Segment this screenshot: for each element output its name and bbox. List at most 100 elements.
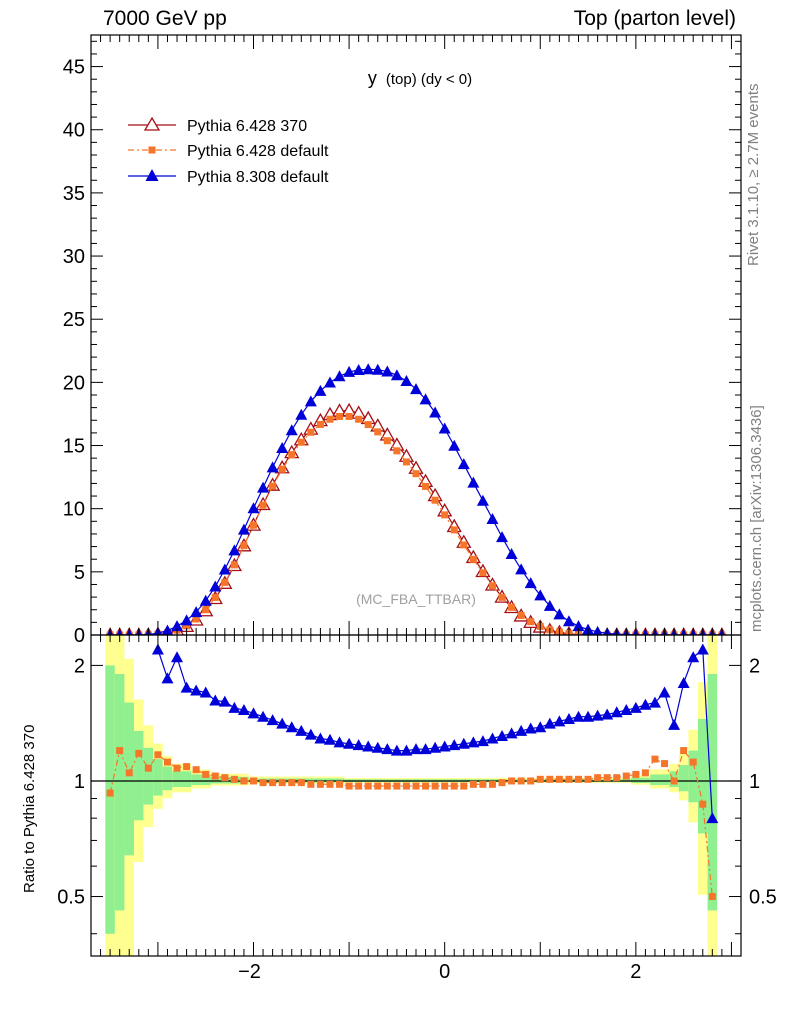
ratio-p8-point xyxy=(648,696,661,708)
band-green xyxy=(162,766,173,791)
p6-default-point xyxy=(326,415,334,423)
ratio-p8-point xyxy=(352,739,365,751)
ratio-p6-default-point xyxy=(584,775,592,783)
ratio-p6-default-point xyxy=(469,780,477,788)
ratio-p6-default-point xyxy=(527,777,535,785)
ratio-p6-default-point xyxy=(192,766,200,774)
band-green xyxy=(114,673,125,911)
ratio-p6-default-point xyxy=(144,764,152,772)
ratio-p6-default-point xyxy=(173,764,181,772)
ratio-p8-point xyxy=(314,732,327,744)
ratio-p8-point xyxy=(390,744,403,756)
p6-default-point xyxy=(250,521,257,529)
y-tick-label: 45 xyxy=(63,57,85,79)
ratio-p8-point xyxy=(629,701,642,713)
ratio-p6-default-point xyxy=(364,782,372,790)
ratio-p6-default-point xyxy=(230,775,238,783)
band-green xyxy=(697,719,708,834)
header-right: Top (parton level) xyxy=(573,7,736,30)
p6-default-point xyxy=(336,412,344,420)
ratio-p6-default-point xyxy=(613,774,621,782)
ratio-p6-default-point xyxy=(393,782,401,790)
ratio-p8-point xyxy=(285,721,298,733)
ratio-p8-point xyxy=(209,694,222,706)
plot-title-sub: (top) (dy < 0) xyxy=(386,71,472,88)
ratio-p8-point xyxy=(199,686,212,698)
p8-point xyxy=(457,458,470,470)
y-tick-label: 35 xyxy=(63,183,85,205)
band-green xyxy=(134,730,144,821)
band-green xyxy=(153,759,163,796)
legend-marker-p6-default xyxy=(148,146,156,154)
legend: Pythia 6.428 370 Pythia 6.428 default Py… xyxy=(128,116,329,186)
ratio-p6-default-point xyxy=(651,755,659,763)
ratio-p8-point xyxy=(591,709,604,721)
p8-point xyxy=(543,599,556,611)
ratio-p6-default-point xyxy=(603,774,611,782)
p8-point xyxy=(448,439,461,451)
ratio-p8-point xyxy=(543,717,556,729)
ratio-p6-default-point xyxy=(183,763,191,771)
ratio-p6-default-point xyxy=(498,779,506,787)
p8-point xyxy=(553,608,566,620)
ratio-tick-label-right: 0.5 xyxy=(749,887,777,909)
p6-default-point xyxy=(355,415,363,423)
ratio-tick-label: 1 xyxy=(74,771,85,793)
ratio-p8-point xyxy=(362,740,375,752)
p6-default-point xyxy=(422,482,430,490)
ratio-p6-default-point xyxy=(221,774,229,782)
legend-label-p6-default: Pythia 6.428 default xyxy=(187,143,329,160)
ratio-p6-default-point xyxy=(116,747,124,755)
p6-default-point xyxy=(307,428,315,436)
p6-default-line xyxy=(110,415,722,635)
ratio-p6-default-point xyxy=(431,782,439,790)
ratio-p8-point xyxy=(228,701,241,713)
p6-default-point xyxy=(441,511,449,519)
x-tick-label: 0 xyxy=(439,961,450,983)
legend-marker-p6-370 xyxy=(143,116,161,131)
p6-default-point xyxy=(364,421,372,429)
ratio-p6-default-point xyxy=(622,772,630,780)
ratio-p8-point xyxy=(668,718,681,730)
p6-default-point xyxy=(488,582,496,590)
ratio-p8-point xyxy=(553,715,566,727)
band-green xyxy=(105,665,115,934)
ratio-p8-point xyxy=(371,741,384,753)
ratio-tick-label-right: 2 xyxy=(749,655,760,677)
ratio-p8-point xyxy=(381,743,394,755)
ratio-p8-point xyxy=(572,710,585,722)
ratio-p8-point xyxy=(237,704,250,716)
y-tick-label: 25 xyxy=(63,309,85,331)
ratio-p6-default-point xyxy=(479,780,487,788)
band-green xyxy=(191,774,211,786)
p6-default-point xyxy=(183,622,191,630)
ratio-p6-default-point xyxy=(689,758,697,766)
ratio-p6-default-point xyxy=(422,782,430,790)
watermark: (MC_FBA_TTBAR) xyxy=(356,591,476,607)
ratio-p6-default-point xyxy=(374,782,382,790)
legend-label-p6-370: Pythia 6.428 370 xyxy=(187,118,307,135)
p6-default-point xyxy=(527,618,535,626)
ratio-tick-label: 0.5 xyxy=(57,887,85,909)
ratio-p8-point xyxy=(323,733,336,745)
p8-point xyxy=(410,383,422,395)
ratio-p8-point xyxy=(524,722,537,734)
ratio-p6-default-point xyxy=(565,775,573,783)
ratio-p8-point xyxy=(534,721,547,733)
ratio-p6-default-point xyxy=(297,779,305,787)
ratio-p8-point xyxy=(266,714,279,726)
p8-point xyxy=(228,544,241,556)
ratio-p6-default-point xyxy=(250,777,257,785)
ratio-p8-point xyxy=(247,707,260,719)
p8-point xyxy=(295,408,308,420)
p8-point xyxy=(572,620,585,632)
p6-default-point xyxy=(517,612,525,620)
ratio-p8-point xyxy=(304,728,317,740)
ratio-p8-point xyxy=(582,710,595,722)
ratio-p6-default-point xyxy=(202,770,210,778)
p8-point xyxy=(515,563,528,575)
band-green xyxy=(678,765,689,792)
mcplots-label: mcplots.cern.ch [arXiv:1306.3436] xyxy=(748,405,765,632)
ratio-p8-point xyxy=(687,651,700,663)
p8-point xyxy=(562,615,575,627)
